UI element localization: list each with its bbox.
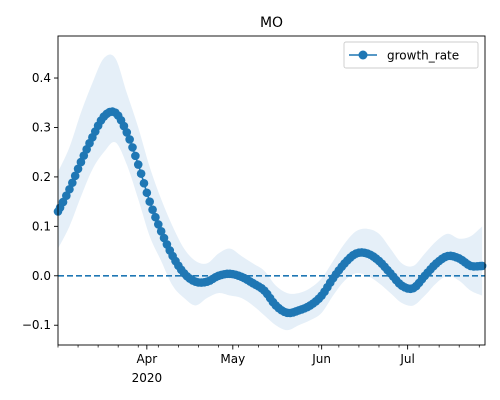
x-tick-label: Apr <box>136 352 157 366</box>
data-point-growth-rate <box>68 178 77 188</box>
legend-marker-sample <box>358 50 368 60</box>
data-point-growth-rate <box>128 143 137 152</box>
data-point-growth-rate <box>58 197 68 207</box>
series-layer <box>53 107 487 318</box>
x-axis: Apr 2020 May Jun Jul <box>57 345 480 385</box>
data-point-growth-rate <box>76 157 86 167</box>
data-point-growth-rate <box>151 212 160 222</box>
data-point-growth-rate <box>73 164 83 174</box>
data-point-growth-rate <box>142 188 152 198</box>
data-point-growth-rate <box>70 171 80 181</box>
y-tick-label: 0.2 <box>32 170 51 184</box>
legend-label-growth-rate: growth_rate <box>387 49 459 63</box>
data-point-growth-rate <box>477 261 487 271</box>
data-point-growth-rate <box>62 191 71 200</box>
y-axis: −0.1 0.0 0.1 0.2 0.3 0.4 <box>22 71 58 332</box>
data-point-growth-rate <box>131 151 140 161</box>
x-tick-label: Jul <box>399 352 414 366</box>
data-point-growth-rate <box>122 128 132 137</box>
y-tick-label: −0.1 <box>22 318 51 332</box>
y-tick-label: 0.0 <box>32 269 51 283</box>
x-tick-label: May <box>220 352 245 366</box>
x-tick-sublabel: 2020 <box>132 371 163 385</box>
data-point-growth-rate <box>145 197 154 206</box>
data-point-growth-rate <box>133 160 143 169</box>
data-point-growth-rate <box>125 135 134 144</box>
data-point-growth-rate <box>156 226 166 236</box>
legend-box <box>343 41 479 69</box>
legend: growth_rate <box>343 41 479 69</box>
data-point-growth-rate <box>139 178 149 188</box>
chart-title: MO <box>260 15 283 31</box>
data-point-growth-rate <box>65 184 74 194</box>
data-point-growth-rate <box>154 220 163 229</box>
data-point-growth-rate <box>148 205 157 214</box>
y-tick-label: 0.3 <box>32 120 51 134</box>
data-point-growth-rate <box>159 233 169 243</box>
x-tick-label: Jun <box>311 352 331 366</box>
y-tick-label: 0.1 <box>32 219 51 233</box>
y-tick-label: 0.4 <box>32 71 51 85</box>
data-point-growth-rate <box>136 169 146 178</box>
plot-frame <box>57 35 486 346</box>
